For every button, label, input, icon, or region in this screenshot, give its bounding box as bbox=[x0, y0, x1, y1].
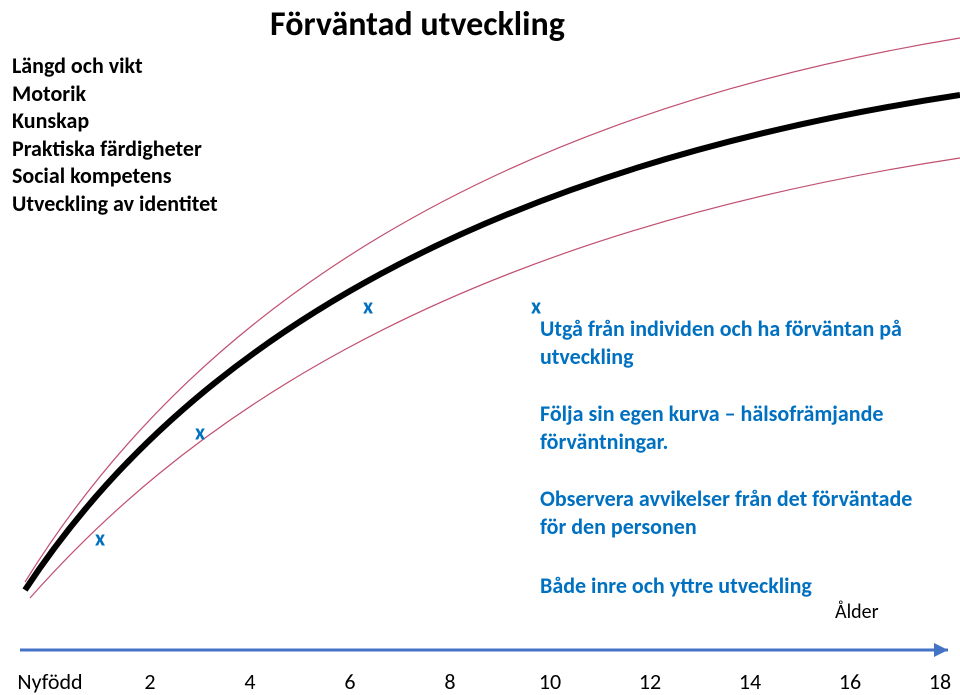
data-marker: x bbox=[95, 525, 105, 552]
info-text: Utgå från individen och ha förväntan på … bbox=[540, 315, 920, 370]
x-tick-label: 18 bbox=[929, 668, 951, 695]
x-tick-label: 12 bbox=[639, 668, 661, 695]
x-tick-label: 10 bbox=[539, 668, 561, 695]
x-axis-arrow bbox=[20, 643, 948, 657]
x-tick-label: 6 bbox=[344, 668, 355, 695]
info-text: Observera avvikelser från det förväntade… bbox=[540, 485, 940, 540]
data-marker: x bbox=[363, 293, 373, 320]
x-tick-label: 4 bbox=[244, 668, 255, 695]
x-axis-label: Ålder bbox=[835, 600, 879, 624]
x-tick-label: 8 bbox=[444, 668, 455, 695]
chart-stage: Förväntad utveckling Längd och viktMotor… bbox=[0, 0, 960, 695]
x-tick-label: 2 bbox=[144, 668, 155, 695]
info-text: Både inre och yttre utveckling bbox=[540, 572, 940, 600]
x-tick-label: 14 bbox=[739, 668, 761, 695]
info-text: Följa sin egen kurva – hälsofrämjande fö… bbox=[540, 400, 920, 455]
x-tick-label: 16 bbox=[839, 668, 861, 695]
x-tick-label: Nyfödd bbox=[17, 668, 82, 695]
data-marker: x bbox=[195, 419, 205, 446]
